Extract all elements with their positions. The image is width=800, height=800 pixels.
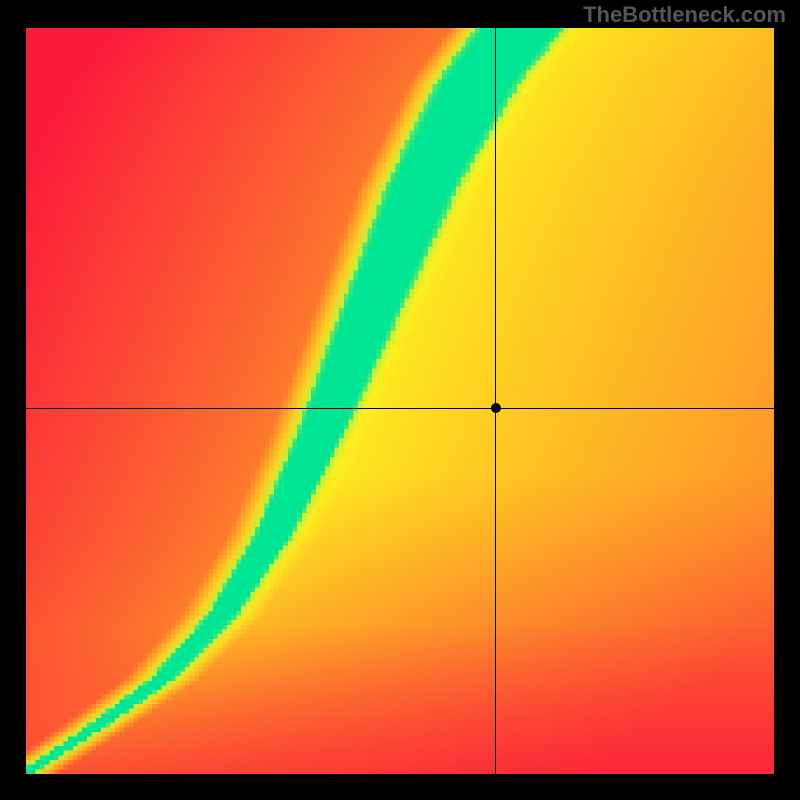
watermark-text: TheBottleneck.com <box>583 2 786 28</box>
heatmap-canvas <box>26 28 774 774</box>
chart-container: TheBottleneck.com <box>0 0 800 800</box>
crosshair-horizontal <box>26 408 774 409</box>
crosshair-vertical <box>495 28 496 774</box>
